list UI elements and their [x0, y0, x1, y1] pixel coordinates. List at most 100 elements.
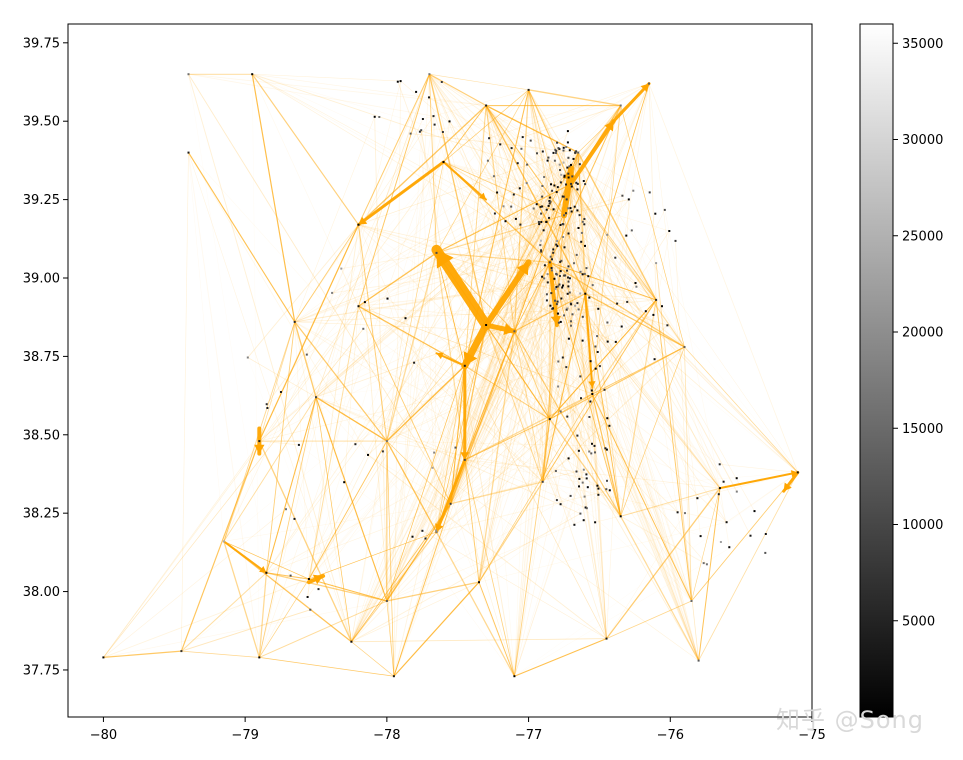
colorbar-tick-label: 20000 — [902, 326, 943, 341]
location-node — [654, 212, 657, 215]
flow-line — [223, 324, 487, 542]
flow-line — [429, 74, 569, 278]
location-node — [605, 448, 608, 451]
flow-line — [494, 213, 515, 332]
location-node — [435, 251, 438, 254]
flow-line — [443, 161, 565, 216]
flow-line — [252, 73, 542, 251]
flow-line — [719, 463, 798, 473]
flow-line — [393, 581, 480, 677]
flow-line — [464, 365, 607, 639]
flow-line — [187, 152, 260, 658]
location-node — [565, 366, 568, 369]
location-node — [545, 293, 548, 296]
flow-line — [577, 210, 685, 348]
location-node — [363, 301, 366, 304]
flow-line — [450, 324, 487, 504]
flow-line — [549, 299, 657, 420]
location-node — [627, 198, 630, 201]
flow-line — [308, 190, 553, 580]
flow-line — [351, 267, 553, 642]
flow-line — [443, 161, 670, 232]
flow-line — [542, 191, 558, 482]
flow-line — [358, 284, 560, 307]
location-node — [594, 367, 597, 370]
flow-line — [436, 288, 556, 533]
flow-line — [429, 74, 549, 158]
colorbar-tick-label: 10000 — [902, 518, 943, 533]
flow-line — [294, 308, 599, 323]
flow-line — [397, 81, 487, 326]
flow-line — [542, 314, 573, 482]
location-node — [567, 285, 570, 288]
location-node — [575, 253, 578, 256]
flow-line — [591, 393, 622, 517]
location-node — [578, 163, 581, 166]
flow-line — [351, 638, 607, 643]
flow-line — [539, 245, 544, 482]
location-node — [551, 307, 554, 310]
location-node — [385, 440, 388, 443]
flow-line — [223, 541, 260, 658]
location-node — [585, 477, 588, 480]
flow-arrowhead — [358, 216, 368, 225]
y-tick-label: 39.25 — [23, 193, 60, 208]
flow-line — [188, 152, 369, 456]
flow-line — [387, 298, 480, 583]
major-flow-lines — [222, 82, 800, 585]
flow-line — [429, 74, 573, 315]
flow-line — [450, 365, 466, 504]
flow-line — [590, 361, 607, 639]
location-node — [597, 487, 600, 490]
location-node — [357, 223, 360, 226]
flow-line — [340, 268, 359, 307]
flow-line — [691, 472, 799, 602]
location-node — [557, 312, 559, 315]
flow-line — [386, 152, 554, 602]
location-node — [562, 195, 565, 198]
location-node — [102, 656, 105, 659]
location-node — [549, 255, 552, 258]
flow-line — [413, 362, 692, 602]
location-node — [548, 216, 550, 219]
location-node — [567, 276, 569, 279]
location-node — [526, 163, 529, 166]
x-tick-label: −80 — [90, 728, 117, 743]
location-node — [735, 490, 738, 493]
x-tick-label: −79 — [231, 728, 258, 743]
flow-line — [386, 299, 657, 442]
location-node — [565, 146, 568, 148]
flow-line — [655, 299, 693, 602]
flow-line — [308, 192, 498, 580]
location-node — [555, 303, 558, 306]
location-node — [576, 209, 579, 212]
location-node — [566, 307, 569, 310]
location-node — [549, 304, 552, 307]
flow-line — [443, 161, 621, 517]
flow-line — [567, 105, 621, 174]
flow-line — [443, 161, 586, 247]
flow-line — [351, 638, 607, 642]
flow-line — [485, 105, 540, 223]
location-node — [690, 600, 693, 602]
location-node — [565, 212, 567, 215]
flow-line — [315, 396, 388, 442]
location-node — [588, 416, 591, 418]
flow-line — [436, 252, 466, 366]
location-node — [561, 195, 564, 198]
location-node — [565, 198, 568, 201]
flow-line — [420, 130, 515, 677]
flow-line — [478, 224, 561, 583]
location-node — [579, 292, 582, 295]
location-node — [644, 310, 647, 313]
flow-line — [351, 182, 527, 642]
location-node — [598, 365, 601, 368]
flow-line — [586, 268, 607, 639]
flow-line — [620, 487, 721, 517]
flow-line — [514, 300, 556, 332]
flow-line — [549, 260, 562, 420]
flow-arrowhead — [312, 574, 324, 585]
flow-line — [386, 418, 551, 602]
flow-line — [315, 396, 437, 533]
flow-line — [367, 454, 451, 505]
